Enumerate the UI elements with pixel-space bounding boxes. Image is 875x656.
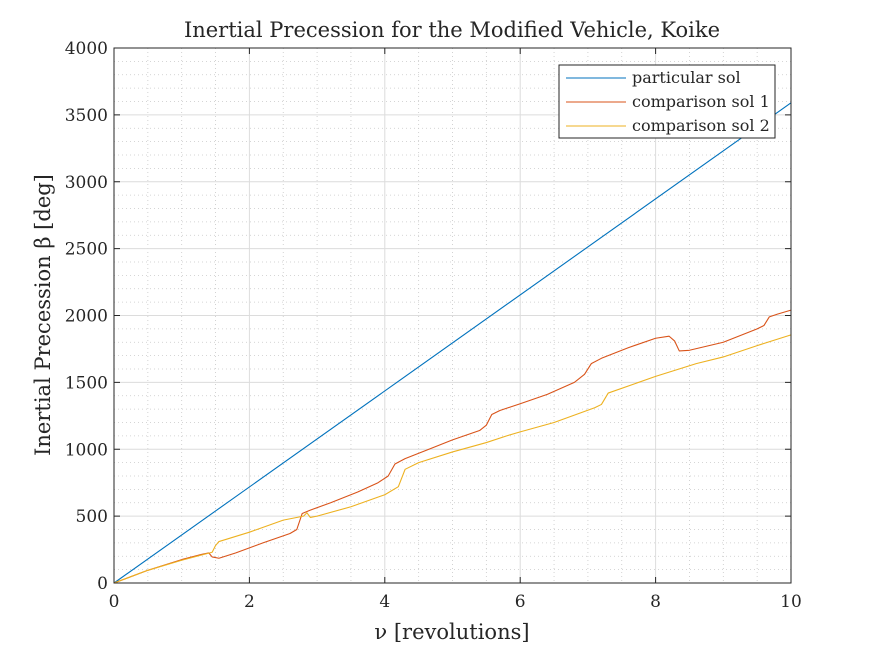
x-tick-label: 10 [780,592,802,612]
tick-labels: 0 2 4 6 8 10 0 500 1000 1500 2000 2500 3000 3500 4000 [65,39,802,612]
x-axis-label: ν [revolutions] [374,620,529,644]
series-line-2 [113,309,792,584]
y-tick-label: 2500 [65,240,108,260]
x-tick-label: 8 [650,592,661,612]
x-tick-label: 0 [109,592,120,612]
y-tick-label: 2000 [65,307,108,327]
x-tick-label: 4 [379,592,390,612]
legend-label-2: comparison sol 1 [632,92,770,111]
legend: particular sol comparison sol 1 comparison… [558,64,776,139]
legend-label-3: comparison sol 2 [632,116,770,135]
y-tick-label: 1500 [65,373,108,393]
y-tick-label: 0 [97,574,108,594]
y-tick-label: 1000 [65,440,108,460]
y-tick-label: 500 [76,507,108,527]
series-line-3 [113,334,792,584]
x-tick-label: 2 [244,592,255,612]
y-tick-label: 4000 [65,39,108,59]
chart-title: Inertial Precession for the Modified Veh… [184,18,720,42]
legend-label-1: particular sol [632,68,741,87]
x-tick-label: 6 [515,592,526,612]
series-line-1 [113,102,792,584]
axis-ticks [113,47,792,584]
y-tick-label: 3500 [65,106,108,126]
y-axis-label: Inertial Precession β [deg] [31,174,55,456]
y-tick-label: 3000 [65,173,108,193]
series-layer [113,102,792,584]
